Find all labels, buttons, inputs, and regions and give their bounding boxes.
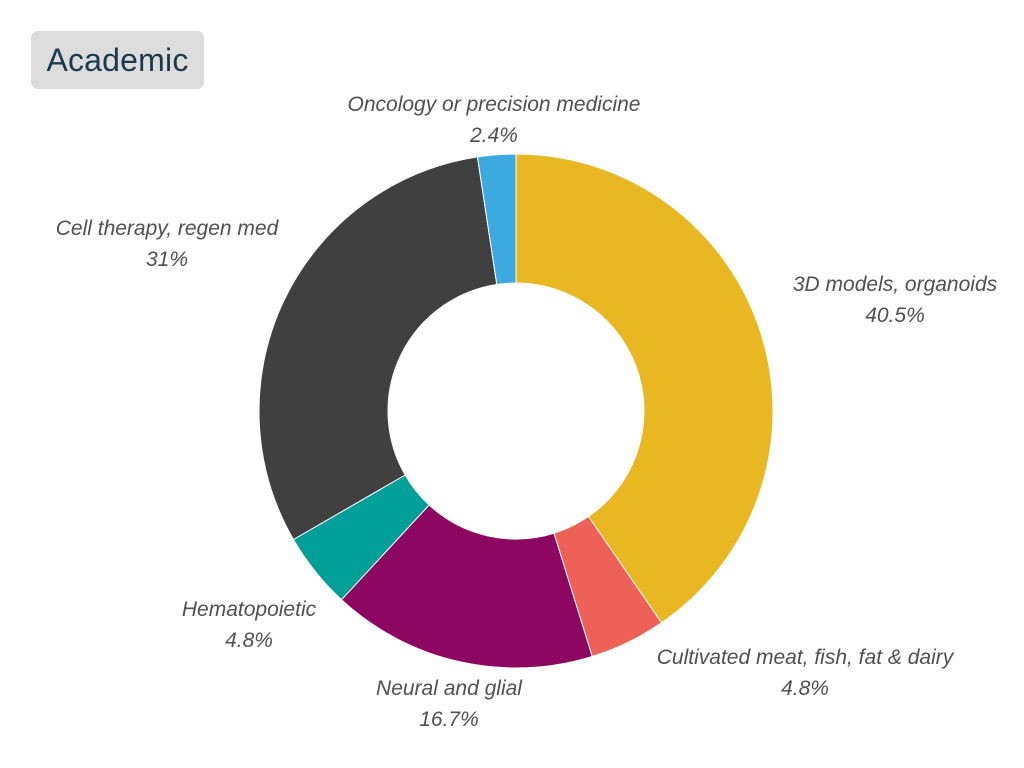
slice-2 — [340, 504, 593, 669]
slice-label-1: Cultivated meat, fish, fat & dairy — [657, 646, 955, 669]
slice-4 — [258, 156, 498, 541]
slice-label-5: Oncology or precision medicine — [348, 93, 641, 116]
slice-value-4: 31% — [146, 248, 188, 271]
slice-label-2: Neural and glial — [376, 677, 523, 700]
slice-5 — [476, 153, 517, 286]
slice-value-2: 16.7% — [419, 708, 479, 731]
slice-value-0: 40.5% — [865, 304, 925, 327]
slice-value-1: 4.8% — [781, 677, 829, 700]
slice-label-4: Cell therapy, regen med — [56, 217, 280, 240]
slice-label-3: Hematopoietic — [182, 598, 317, 621]
category-badge: Academic — [31, 31, 204, 89]
donut-slices — [258, 153, 774, 669]
slice-value-3: 4.8% — [225, 629, 273, 652]
slice-labels: 3D models, organoids 40.5% Cultivated meat… — [56, 93, 998, 731]
slice-0 — [515, 153, 774, 624]
slice-label-0: 3D models, organoids — [793, 273, 998, 296]
slice-value-5: 2.4% — [469, 124, 518, 147]
